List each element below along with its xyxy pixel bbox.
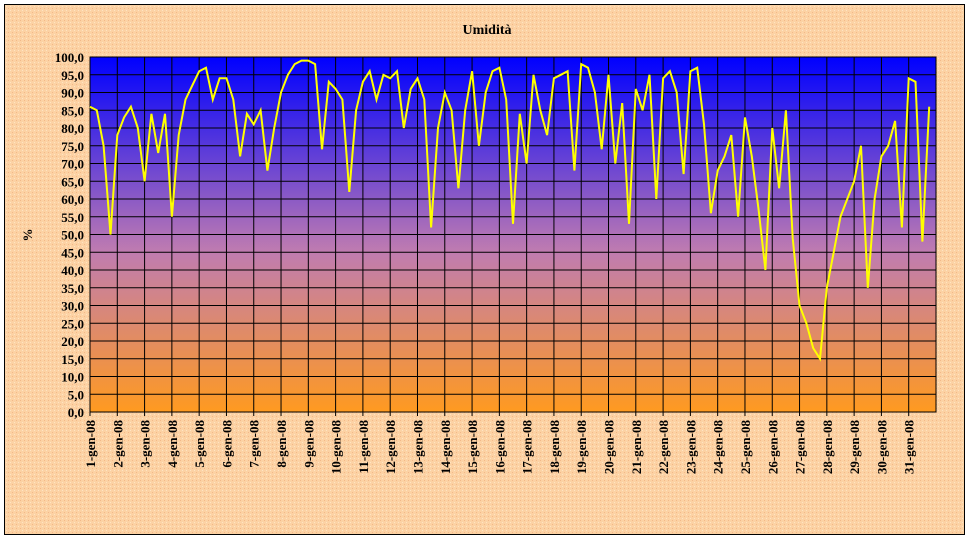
data-line — [89, 59, 931, 362]
y-tick-label: 45,0 — [61, 245, 84, 260]
x-tick-label: 20-gen-08 — [602, 420, 617, 475]
y-tick-label: 10,0 — [61, 370, 84, 385]
y-tick-label: 90,0 — [61, 86, 84, 101]
y-tick-label: 80,0 — [61, 121, 84, 136]
x-tick-label: 5-gen-08 — [192, 420, 207, 468]
x-tick-label: 17-gen-08 — [520, 420, 535, 475]
y-tick-label: 95,0 — [61, 68, 84, 83]
plot-border — [89, 56, 937, 413]
x-tick-label: 6-gen-08 — [219, 420, 234, 468]
x-tick-label: 30-gen-08 — [874, 420, 889, 475]
y-tick-label: 60,0 — [61, 192, 84, 207]
x-tick-label: 25-gen-08 — [738, 420, 753, 475]
x-tick-label: 8-gen-08 — [274, 420, 289, 468]
x-tick-label: 13-gen-08 — [410, 420, 425, 475]
x-tick-label: 31-gen-08 — [902, 420, 917, 475]
x-tick-label: 11-gen-08 — [356, 420, 371, 474]
y-tick-label: 100,0 — [55, 50, 84, 65]
x-tick-label: 29-gen-08 — [847, 420, 862, 475]
y-axis-label: % — [20, 229, 35, 242]
y-tick-label: 25,0 — [61, 316, 84, 331]
y-tick-label: 15,0 — [61, 352, 84, 367]
x-tick-label: 19-gen-08 — [574, 420, 589, 475]
x-tick-label: 24-gen-08 — [711, 420, 726, 475]
y-tick-label: 0,0 — [68, 405, 84, 420]
x-tick-label: 27-gen-08 — [793, 420, 808, 475]
y-tick-label: 5,0 — [68, 387, 84, 402]
chart-title: Umidità — [463, 23, 512, 38]
x-tick-label: 22-gen-08 — [656, 420, 671, 475]
x-tick-label: 12-gen-08 — [383, 420, 398, 475]
y-tick-label: 35,0 — [61, 281, 84, 296]
x-tick-label: 18-gen-08 — [547, 420, 562, 475]
y-tick-label: 40,0 — [61, 263, 84, 278]
y-tick-label: 55,0 — [61, 210, 84, 225]
x-tick-label: 16-gen-08 — [492, 420, 507, 475]
x-tick-label: 1-gen-08 — [83, 420, 98, 468]
y-tick-label: 20,0 — [61, 334, 84, 349]
x-tick-label: 23-gen-08 — [683, 420, 698, 475]
y-tick-label: 75,0 — [61, 139, 84, 154]
x-tick-label: 28-gen-08 — [820, 420, 835, 475]
y-tick-label: 50,0 — [61, 228, 84, 243]
y-tick-label: 70,0 — [61, 157, 84, 172]
y-tick-label: 65,0 — [61, 174, 84, 189]
y-tick-label: 30,0 — [61, 299, 84, 314]
x-tick-label: 10-gen-08 — [329, 420, 344, 475]
x-tick-label: 21-gen-08 — [629, 420, 644, 475]
x-tick-label: 4-gen-08 — [165, 420, 180, 468]
x-tick-label: 7-gen-08 — [247, 420, 262, 468]
x-tick-label: 2-gen-08 — [110, 420, 125, 468]
x-tick-label: 9-gen-08 — [301, 420, 316, 468]
x-tick-label: 3-gen-08 — [138, 420, 153, 468]
y-tick-label: 85,0 — [61, 103, 84, 118]
x-tick-label: 26-gen-08 — [765, 420, 780, 475]
x-tick-label: 14-gen-08 — [438, 420, 453, 475]
x-tick-label: 15-gen-08 — [465, 420, 480, 475]
